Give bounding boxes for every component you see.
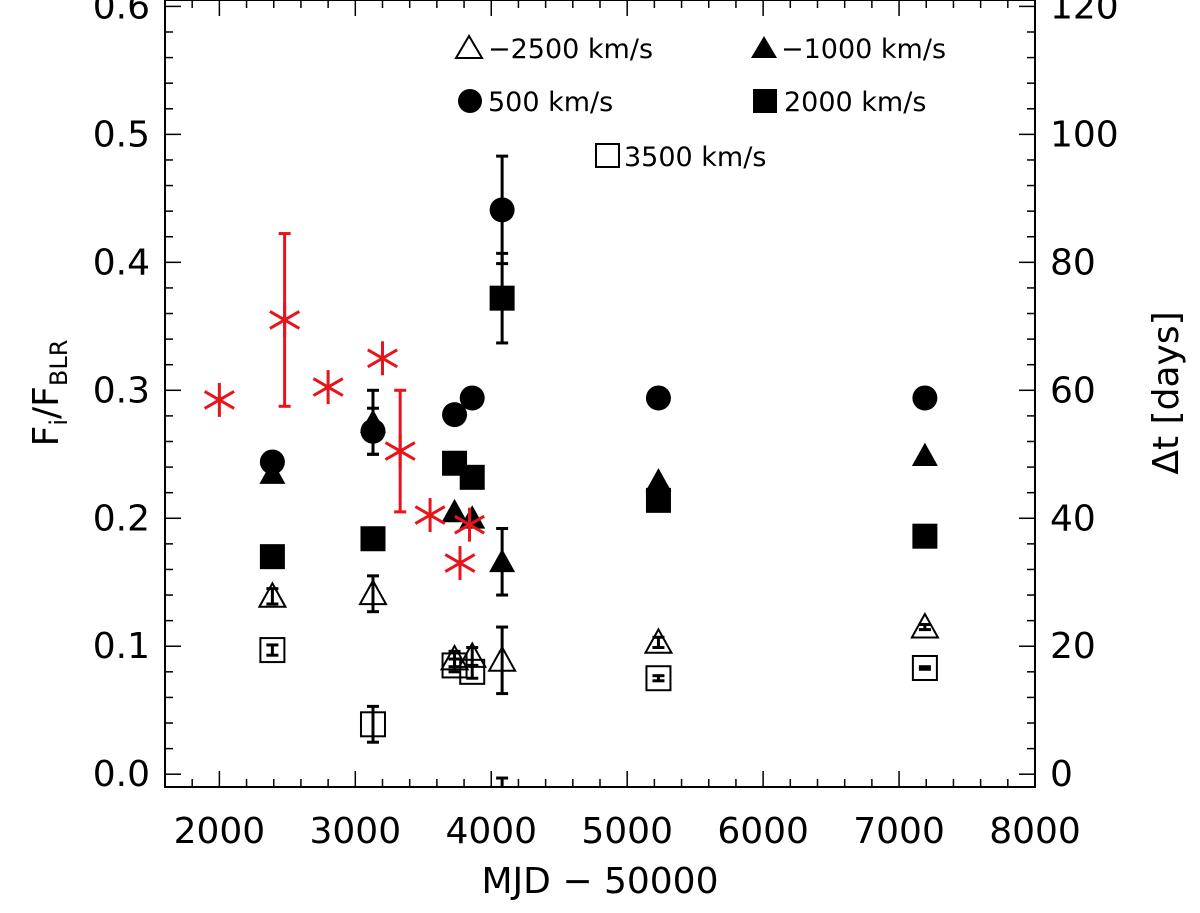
error-bar: [266, 643, 279, 657]
y-right-tick-label: 120: [1050, 0, 1119, 27]
point-triangle-open: [643, 627, 674, 654]
error-bar: [466, 663, 479, 680]
point-circle-filled: [259, 449, 285, 475]
point-asterisk: [444, 546, 476, 581]
point-triangle-open: [910, 611, 940, 639]
y-right-tick-label: 0: [1050, 754, 1073, 795]
legend: −2500 km/s −1000 km/s 500 km/s 2000 km/s…: [454, 34, 946, 173]
point-circle-filled: [442, 402, 468, 428]
error-bar: [652, 674, 665, 683]
point-asterisk: [312, 370, 344, 405]
data-marks: [203, 154, 940, 787]
point-circle-filled: [489, 197, 515, 223]
y-axis-right-label: Δt [days]: [1146, 311, 1187, 474]
legend-marker-triangle-filled: [751, 36, 777, 58]
point-square-open: [645, 665, 672, 692]
x-tick-label: 2000: [174, 811, 266, 852]
point-square-open: [359, 711, 386, 738]
point-triangle-filled: [489, 548, 516, 573]
y-left-tick-label: 0.4: [93, 242, 150, 283]
y-right-tick-label: 100: [1050, 114, 1119, 155]
point-asterisk: [269, 302, 301, 337]
point-square-open: [259, 637, 286, 664]
axis-ticks: [164, 0, 1036, 787]
x-tick-label: 5000: [581, 811, 673, 852]
legend-marker-square-filled: [753, 89, 777, 113]
y-right-tick-label: 20: [1050, 626, 1096, 667]
error-bar: [496, 625, 509, 696]
y-axis-left-label: Fi/FBLR: [26, 340, 73, 447]
legend-label-2000: 2000 km/s: [784, 87, 926, 118]
x-axis-label: MJD − 50000: [482, 861, 719, 902]
legend-label-3500: 3500 km/s: [624, 142, 766, 173]
point-asterisk: [203, 382, 235, 417]
point-asterisk: [414, 498, 446, 533]
y-left-tick-label: 0.2: [93, 498, 150, 539]
legend-label-minus-1000: −1000 km/s: [781, 34, 946, 65]
error-bar-stray: [496, 776, 509, 787]
point-square-filled: [259, 544, 285, 570]
point-triangle-open: [487, 645, 517, 672]
point-square-filled: [912, 523, 938, 549]
point-triangle-open: [257, 581, 288, 608]
x-tick-label: 6000: [717, 811, 809, 852]
error-bar: [448, 657, 461, 674]
legend-label-500: 500 km/s: [488, 87, 613, 118]
legend-label-minus-2500: −2500 km/s: [488, 34, 653, 65]
y-left-tick-label: 0.5: [93, 114, 150, 155]
point-triangle-filled: [441, 498, 468, 523]
point-square-open: [911, 654, 938, 681]
point-triangle-filled: [645, 468, 672, 492]
point-circle-filled: [459, 385, 485, 411]
y-left-tick-label: 0.1: [93, 626, 150, 667]
x-tick-label: 4000: [445, 811, 537, 852]
x-tick-label: 3000: [310, 811, 402, 852]
point-square-filled: [360, 526, 386, 552]
point-circle-filled: [645, 385, 671, 411]
error-bar: [918, 665, 931, 671]
legend-marker-triangle-open: [454, 34, 484, 59]
point-asterisk: [384, 434, 416, 469]
y-right-tick-label: 40: [1050, 498, 1096, 539]
x-tick-label: 8000: [989, 811, 1081, 852]
point-square-filled: [489, 285, 515, 311]
legend-marker-square-open: [595, 143, 620, 168]
plot-frame: [164, 0, 1036, 788]
y-right-tick-label: 80: [1050, 242, 1096, 283]
y-left-tick-label: 0.3: [93, 370, 150, 411]
point-triangle-filled: [911, 442, 938, 466]
y-right-tick-label: 60: [1050, 370, 1096, 411]
error-bar: [918, 622, 931, 632]
legend-marker-circle-filled: [458, 89, 482, 113]
point-square-open: [459, 658, 486, 685]
y-left-tick-label: 0.0: [93, 754, 150, 795]
point-circle-filled: [912, 385, 938, 411]
tick-labels: 2000 3000 4000 5000 6000 7000 8000 0.0 0.1 0.2 0.3…: [93, 0, 1119, 852]
point-square-filled: [459, 464, 485, 490]
point-triangle-open: [358, 578, 388, 606]
point-asterisk: [454, 507, 485, 542]
x-tick-label: 7000: [853, 811, 945, 852]
point-circle-filled: [360, 418, 386, 444]
point-asterisk: [367, 341, 398, 376]
point-square-filled: [645, 487, 671, 513]
y-left-tick-label: 0.6: [93, 0, 150, 27]
